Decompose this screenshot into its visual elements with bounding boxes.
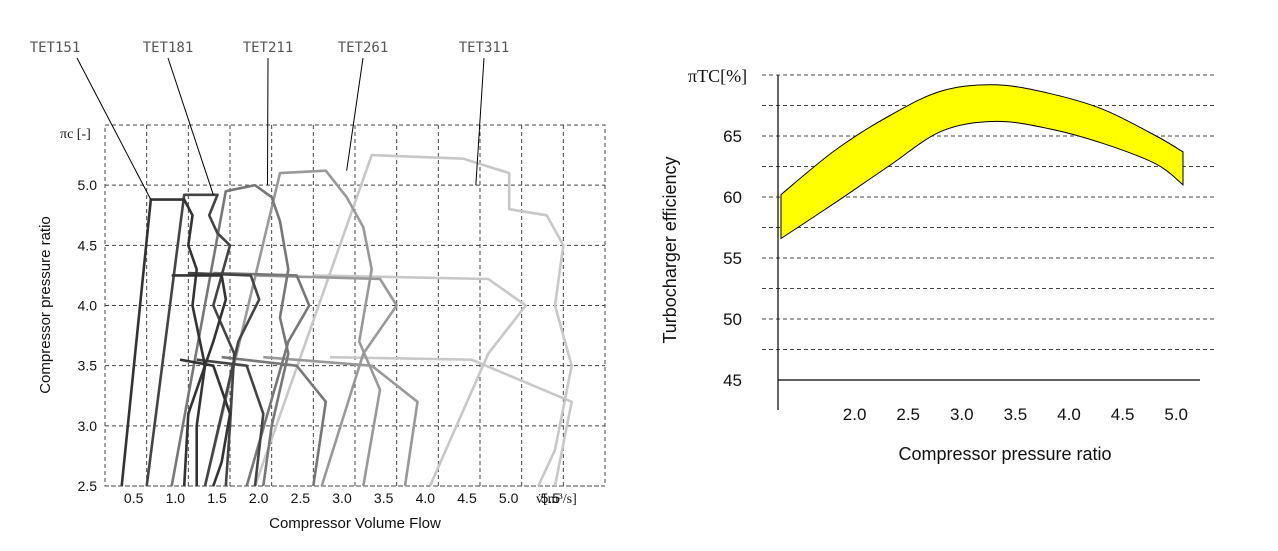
- x-tick-label: 5.0: [1164, 405, 1188, 424]
- speed-line: [213, 271, 311, 487]
- speed-line: [313, 274, 528, 487]
- model-label-tet151: TET151: [30, 40, 81, 56]
- compressor-map-frame: [104, 124, 606, 487]
- x-tick-label: 4.0: [416, 490, 436, 506]
- x-tick-label: 3.0: [332, 490, 352, 506]
- x-tick-label: 1.5: [207, 490, 227, 506]
- model-label-tet181: TET181: [143, 40, 194, 56]
- speed-line: [254, 274, 398, 487]
- speed-line: [263, 355, 419, 487]
- compressor-map-x-ticks: 0.5 1.0 1.5 2.0 2.5 3.0 3.5 4.0 4.5 5.0 5.5: [124, 490, 560, 506]
- efficiency-y-axis-title: Turbocharger efficiency: [660, 156, 680, 343]
- compressor-map-y-unit: πc [-]: [60, 127, 91, 142]
- y-tick-label: 55: [723, 249, 742, 268]
- compressor-map-y-ticks: 2.5 3.0 3.5 4.0 4.5 5.0: [78, 177, 98, 494]
- series-tet181: [145, 193, 265, 487]
- y-tick-label: 4.0: [78, 298, 98, 314]
- speed-line: [179, 358, 232, 487]
- speed-line: [329, 355, 573, 487]
- speed-line: [221, 355, 328, 487]
- speed-line: [171, 274, 228, 487]
- x-tick-label: 1.0: [166, 490, 186, 506]
- x-tick-label: 2.5: [291, 490, 311, 506]
- x-tick-label: 5.5: [541, 490, 561, 506]
- y-tick-label: 50: [723, 310, 742, 329]
- compressor-map-x-unit: v̇[m³/s]: [536, 492, 577, 507]
- surge-choke-outline: [145, 193, 236, 487]
- x-tick-label: 2.0: [249, 490, 269, 506]
- model-label-tet261: TET261: [338, 40, 389, 56]
- model-label-tet311: TET311: [459, 40, 510, 56]
- pointer-line: [475, 57, 485, 186]
- pointer-line: [167, 57, 214, 195]
- y-tick-label: 3.5: [78, 358, 98, 374]
- surge-choke-outline: [253, 153, 573, 487]
- x-tick-label: 4.0: [1057, 405, 1081, 424]
- y-tick-label: 2.5: [78, 478, 98, 494]
- x-tick-label: 3.0: [950, 405, 974, 424]
- speed-line: [196, 358, 265, 487]
- compressor-map-grid: [105, 125, 605, 487]
- x-tick-label: 2.5: [896, 405, 920, 424]
- y-tick-label: 3.0: [78, 418, 98, 434]
- x-tick-label: 4.5: [457, 490, 477, 506]
- compressor-map-x-axis-title: Compressor Volume Flow: [269, 515, 441, 532]
- x-tick-label: 3.5: [374, 490, 394, 506]
- efficiency-y-unit: πTC[%]: [688, 66, 747, 86]
- x-tick-label: 4.5: [1111, 405, 1135, 424]
- series-tet151: [120, 198, 232, 487]
- efficiency-x-ticks: 2.0 2.5 3.0 3.5 4.0 4.5 5.0: [843, 405, 1188, 424]
- y-tick-label: 60: [723, 188, 742, 207]
- surge-choke-outline: [120, 198, 207, 487]
- compressor-map-y-axis-title: Compressor pressure ratio: [37, 216, 54, 394]
- y-tick-label: 5.0: [78, 177, 98, 193]
- series-tet211: [170, 183, 328, 487]
- model-pointer-lines: [76, 57, 485, 200]
- x-tick-label: 0.5: [124, 490, 144, 506]
- compressor-map-chart: TET151 TET181 TET211 TET261 TET311 0.5 1.0 1.5…: [30, 40, 606, 532]
- y-tick-label: 4.5: [78, 237, 98, 253]
- compressor-map-series: [120, 153, 573, 487]
- x-tick-label: 3.5: [1004, 405, 1028, 424]
- x-tick-label: 5.0: [499, 490, 519, 506]
- efficiency-band: [780, 84, 1184, 240]
- model-label-tet211: TET211: [243, 40, 294, 56]
- x-tick-label: 2.0: [843, 405, 867, 424]
- pointer-line: [267, 57, 269, 186]
- series-tet261: [203, 169, 419, 487]
- y-tick-label: 65: [723, 127, 742, 146]
- efficiency-x-axis-title: Compressor pressure ratio: [898, 444, 1111, 464]
- surge-choke-outline: [170, 183, 290, 487]
- y-tick-label: 45: [723, 371, 742, 390]
- efficiency-y-ticks: 45 50 55 60 65: [723, 127, 742, 390]
- model-labels: TET151 TET181 TET211 TET261 TET311: [30, 40, 510, 56]
- pointer-line: [76, 57, 152, 200]
- speed-line: [188, 271, 261, 487]
- pointer-line: [346, 57, 364, 171]
- surge-choke-outline: [203, 169, 382, 487]
- series-tet311: [253, 153, 573, 487]
